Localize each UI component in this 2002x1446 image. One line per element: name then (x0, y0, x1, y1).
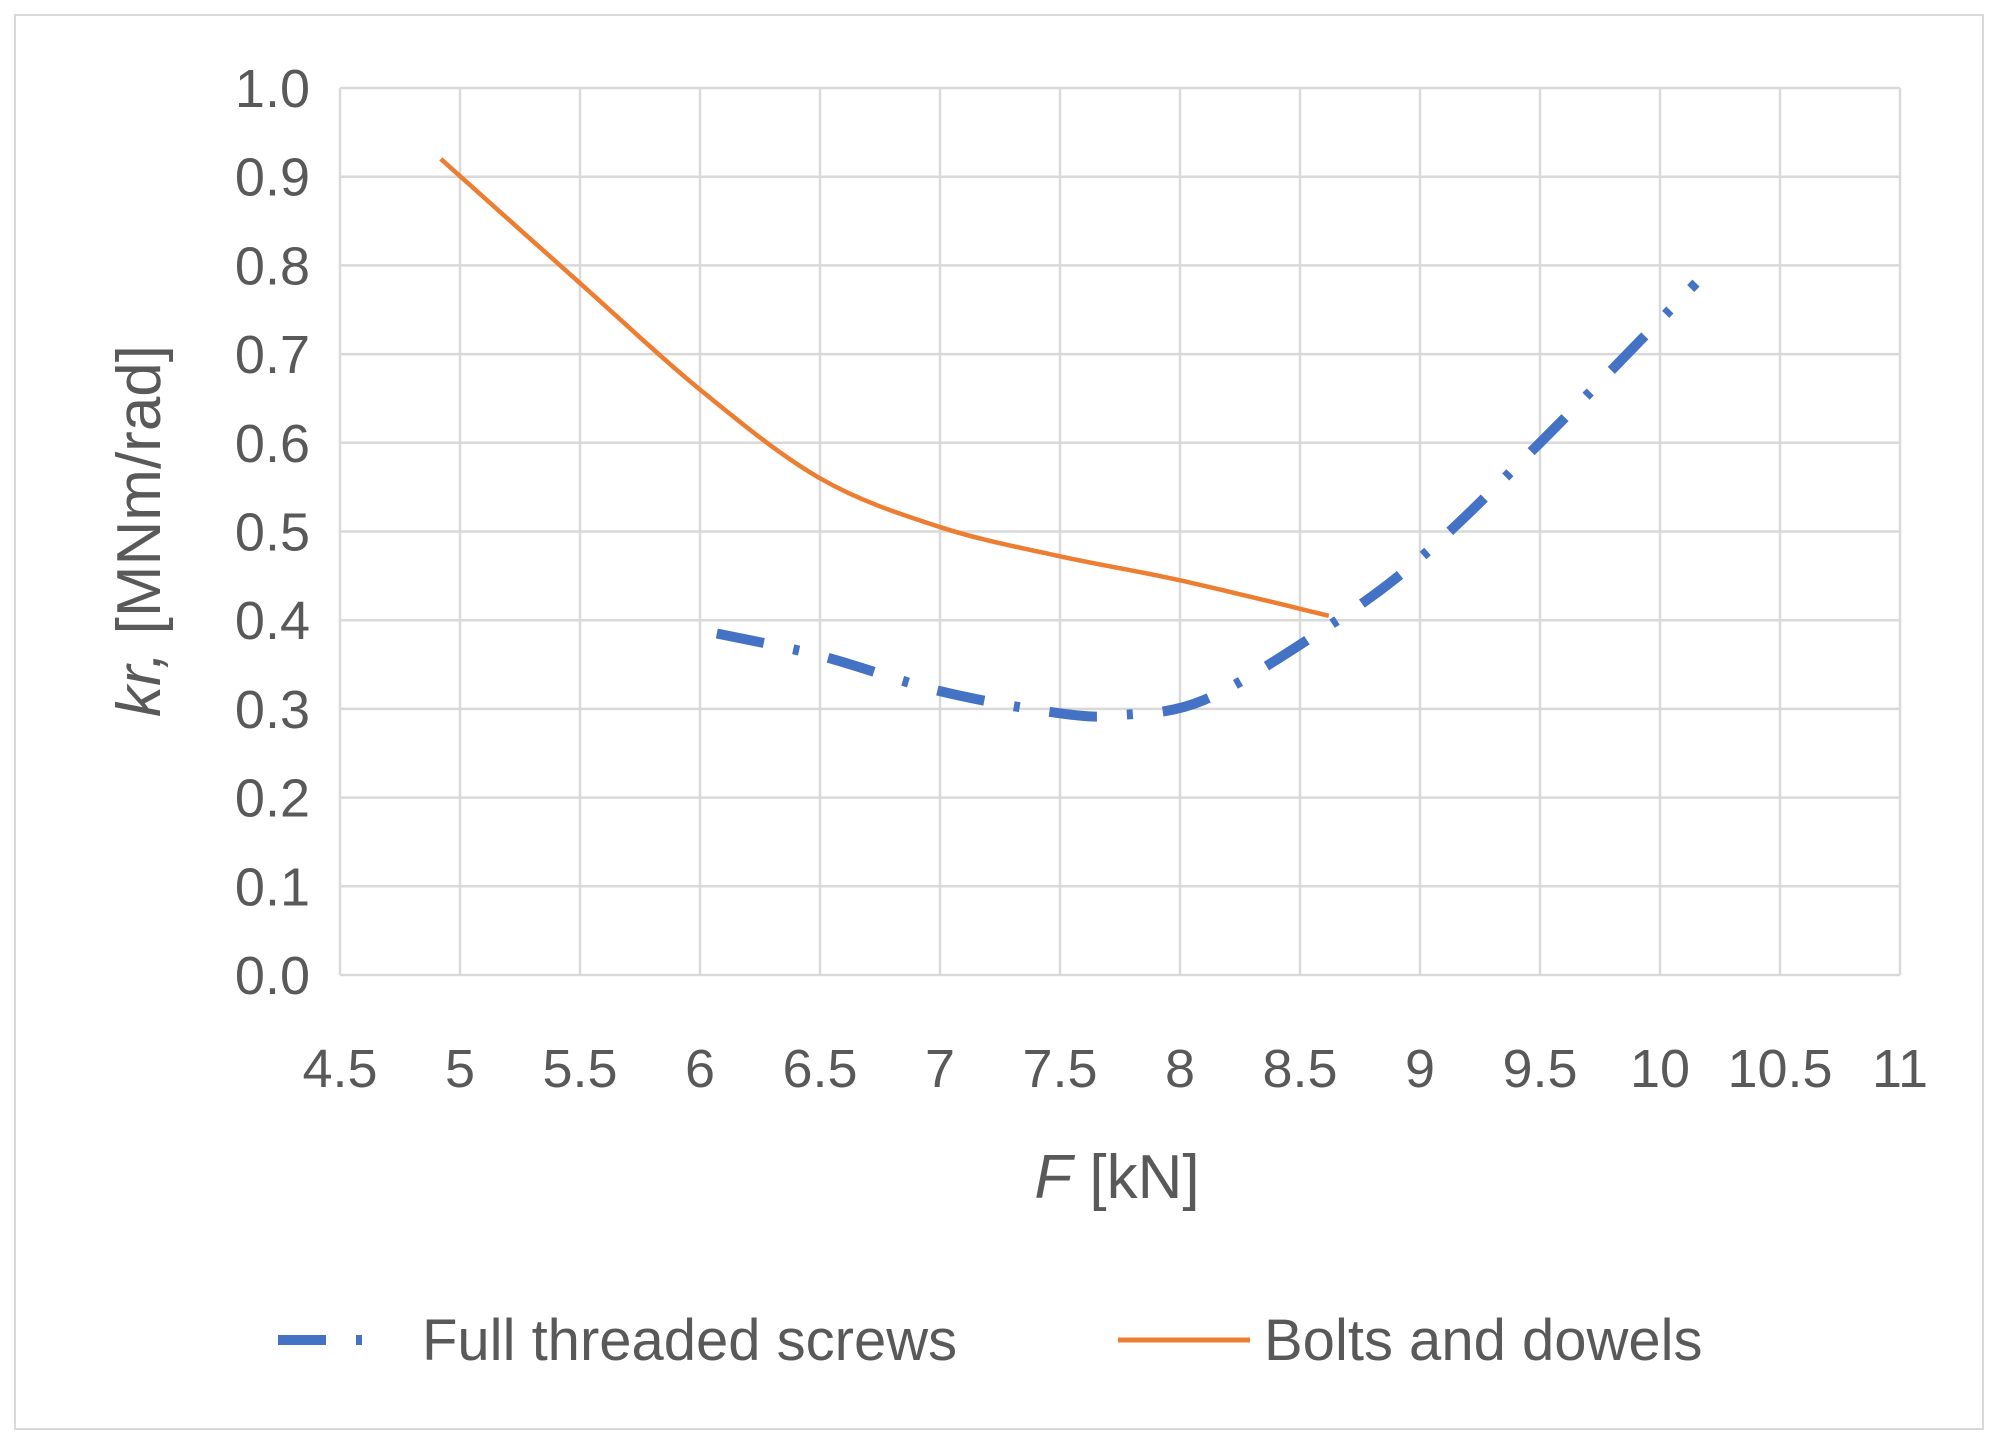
y-axis-ticks: 0.0 0.1 0.2 0.3 0.4 0.5 0.6 0.7 0.8 0.9 1.0 (235, 59, 310, 1006)
y-tick-label: 0.4 (235, 591, 310, 651)
x-tick-label: 7.5 (1022, 1039, 1097, 1099)
y-tick-label: 0.9 (235, 148, 310, 208)
series-line-full-threaded-screws (715, 279, 1700, 722)
x-axis-title-italic: F (1034, 1143, 1075, 1212)
x-axis-title: F [kN] (1034, 1143, 1199, 1212)
x-tick-label: 9.5 (1502, 1039, 1577, 1099)
x-tick-label: 7 (925, 1039, 955, 1099)
x-tick-label: 10.5 (1727, 1039, 1832, 1099)
y-tick-label: 0.2 (235, 769, 310, 829)
y-axis-title-rest: [MNm/rad] (105, 345, 174, 652)
y-tick-label: 0.1 (235, 857, 310, 917)
legend-label-full-threaded-screws: Full threaded screws (422, 1308, 957, 1373)
grid (338, 86, 1902, 977)
series-line-bolts-and-dowels (439, 157, 1330, 618)
legend-label-bolts-and-dowels: Bolts and dowels (1264, 1308, 1702, 1373)
x-tick-label: 5.5 (542, 1039, 617, 1099)
x-tick-label: 10 (1630, 1039, 1690, 1099)
y-tick-label: 0.6 (235, 414, 310, 474)
x-tick-label: 4.5 (302, 1039, 377, 1099)
y-axis-title-italic: kr, (105, 652, 174, 717)
y-tick-label: 0.5 (235, 503, 310, 563)
x-tick-label: 6.5 (782, 1039, 857, 1099)
y-tick-label: 0.0 (235, 946, 310, 1006)
y-tick-label: 0.7 (235, 325, 310, 385)
x-tick-label: 9 (1405, 1039, 1435, 1099)
legend-item-bolts-and-dowels: Bolts and dowels (1118, 1308, 1702, 1373)
legend-item-full-threaded-screws: Full threaded screws (278, 1308, 957, 1373)
series-layer (439, 157, 1700, 722)
y-tick-label: 0.3 (235, 680, 310, 740)
legend: Full threaded screws Bolts and dowels (278, 1308, 1702, 1373)
chart-frame (14, 14, 1984, 1430)
y-tick-label: 1.0 (235, 59, 310, 119)
x-tick-label: 8.5 (1262, 1039, 1337, 1099)
x-tick-label: 11 (1872, 1039, 1928, 1099)
x-axis-ticks: 4.5 5 5.5 6 6.5 7 7.5 8 8.5 9 9.5 10 10.5 11 (302, 1039, 1928, 1099)
x-tick-label: 6 (685, 1039, 715, 1099)
y-axis-title: kr, [MNm/rad] (105, 345, 174, 717)
x-tick-label: 5 (445, 1039, 475, 1099)
x-tick-label: 8 (1165, 1039, 1195, 1099)
x-axis-title-rest: [kN] (1072, 1143, 1199, 1212)
y-tick-label: 0.8 (235, 236, 310, 296)
